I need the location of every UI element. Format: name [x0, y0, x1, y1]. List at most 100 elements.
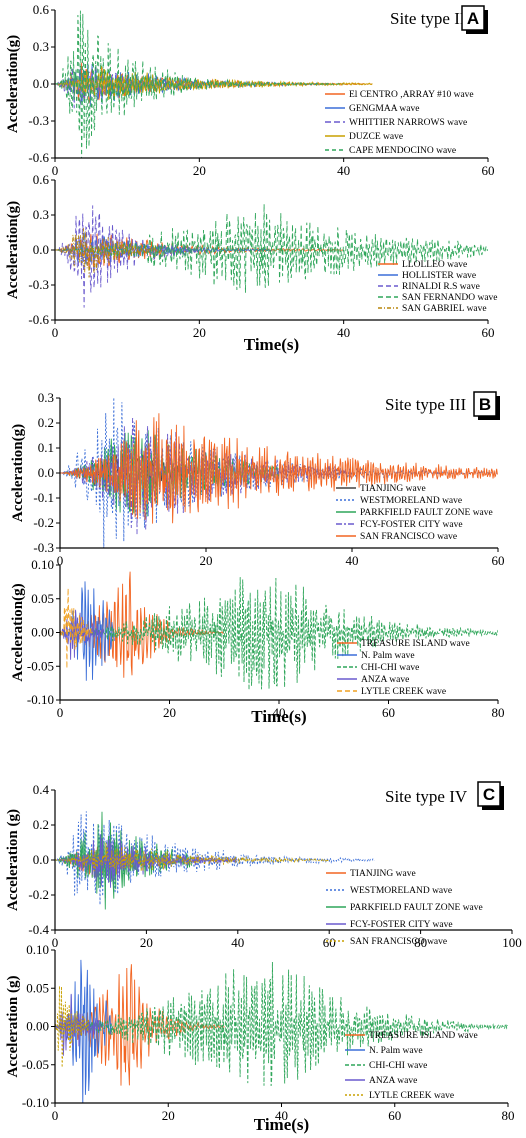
x-tick-label: 0	[52, 325, 59, 340]
legend-entry: FCY-FOSTER CITY wave	[360, 520, 463, 530]
series-group	[60, 571, 498, 690]
y-tick-label: 0.6	[33, 2, 50, 17]
y-tick-label: 0.6	[33, 172, 50, 187]
legend-entry: TIANJING wave	[350, 869, 416, 879]
series-line-5	[55, 228, 164, 278]
series-line-3	[55, 961, 508, 1087]
x-axis-label: Time(s)	[244, 335, 299, 354]
x-tick-label: 40	[231, 935, 244, 950]
panel-letter: C	[483, 785, 495, 804]
y-tick-label: -0.10	[27, 692, 54, 707]
panel-B-lower: 0 20 40 60 80 -0.10 -0.05 0.00 0.05 0.10 Accelerat…	[10, 557, 505, 726]
legend-entry: N. Palm wave	[369, 1046, 423, 1056]
legend-entry: ANZA wave	[361, 675, 409, 685]
x-tick-label: 60	[492, 553, 505, 568]
site-type-title: Site type II	[390, 9, 466, 28]
y-tick-label: 0.10	[31, 557, 54, 572]
y-tick-label: 0.0	[33, 242, 49, 257]
legend-entry: TREASURE ISLAND wave	[369, 1031, 478, 1041]
legend-entry: DUZCE wave	[349, 132, 403, 142]
x-tick-label: 80	[502, 1108, 515, 1123]
x-tick-label: 80	[492, 705, 505, 720]
panel-B: 0 20 40 60 -0.3 -0.2 -0.1 0.0 0.1 0.2 0.3 Accelerat…	[10, 390, 505, 568]
legend-entry: PARKFIELD FAULT ZONE wave	[350, 903, 483, 913]
y-tick-label: -0.6	[28, 312, 49, 327]
panel-letter: B	[479, 395, 491, 414]
legend-entry: PARKFIELD FAULT ZONE wave	[360, 508, 493, 518]
y-tick-label: 0.0	[38, 465, 54, 480]
x-tick-label: 0	[52, 1108, 59, 1123]
series-line-4	[55, 204, 488, 293]
legend-entry: RINALDI R.S wave	[402, 282, 480, 292]
site-type-title: Site type IV	[385, 787, 468, 806]
legend-entry: SAN GABRIEL wave	[402, 304, 487, 314]
y-tick-label: 0.0	[33, 76, 49, 91]
legend-entry: ANZA wave	[369, 1076, 417, 1086]
x-tick-label: 20	[193, 163, 206, 178]
legend-entry: SAN FRANCISCO wave	[360, 532, 457, 542]
y-axis-label: Acceleration(g)	[10, 424, 26, 522]
legend-entry: FCY-FOSTER CITY wave	[350, 920, 453, 930]
x-axis-label: Time(s)	[251, 707, 306, 726]
series-line-5	[60, 413, 498, 524]
legend-entry: N. Palm wave	[361, 651, 415, 661]
x-tick-label: 20	[140, 935, 153, 950]
legend-entry: CHI-CHI wave	[361, 663, 419, 673]
legend-entry: WHITTIER NARROWS wave	[349, 118, 467, 128]
legend-entry: LYTLE CREEK wave	[369, 1091, 454, 1101]
series-line-5	[55, 10, 344, 158]
y-axis-label: Acceleration (g)	[5, 809, 21, 911]
x-tick-label: 60	[382, 705, 395, 720]
series-line-3	[60, 577, 498, 690]
y-tick-label: -0.4	[28, 922, 49, 937]
panel-A-lower: 0 20 40 60 -0.6 -0.3 0.0 0.3 0.6 Acceleration(g) T…	[5, 172, 498, 354]
series-group	[55, 204, 488, 308]
legend-entry: LYTLE CREEK wave	[361, 687, 446, 697]
series-line-3	[55, 205, 200, 308]
legend-entry: SAN FRANCISCO wave	[350, 937, 447, 947]
y-axis-label: Acceleration (g)	[5, 975, 21, 1077]
y-tick-label: 0.05	[26, 980, 49, 995]
x-tick-label: 60	[388, 1108, 401, 1123]
x-tick-label: 0	[52, 935, 59, 950]
series-line-5	[60, 588, 93, 669]
y-axis-label: Acceleration(g)	[5, 201, 21, 299]
x-tick-label: 40	[273, 705, 286, 720]
legend-entry: El CENTRO ,ARRAY #10 wave	[349, 90, 474, 100]
legend-entry: TREASURE ISLAND wave	[361, 639, 470, 649]
legend-entry: CAPE MENDOCINO wave	[349, 146, 456, 156]
legend-entry: TIANJING wave	[360, 484, 426, 494]
x-tick-label: 60	[482, 163, 495, 178]
x-tick-label: 0	[57, 705, 64, 720]
x-tick-label: 60	[323, 935, 336, 950]
legend-entry: WESTMORELAND wave	[360, 496, 462, 506]
x-axis-label: Time(s)	[254, 1115, 309, 1134]
series-group	[60, 398, 498, 548]
x-tick-label: 40	[337, 325, 350, 340]
panel-letter: A	[467, 9, 479, 28]
y-tick-label: -0.05	[22, 1057, 49, 1072]
y-tick-label: 0.4	[33, 782, 50, 797]
y-tick-label: 0.2	[33, 817, 49, 832]
x-tick-label: 0	[52, 163, 59, 178]
panel-C-lower: 0 20 40 60 80 -0.10 -0.05 0.00 0.05 0.10 Accelerat…	[5, 942, 515, 1134]
x-tick-label: 20	[163, 705, 176, 720]
y-tick-label: -0.2	[28, 887, 49, 902]
y-tick-label: -0.3	[28, 277, 49, 292]
legend-entry: HOLLISTER wave	[402, 271, 476, 281]
legend-entry: LLOLLEO wave	[402, 260, 467, 270]
y-axis-label: Acceleration(g)	[10, 583, 26, 681]
x-tick-label: 40	[275, 1108, 288, 1123]
y-tick-label: -0.05	[27, 658, 54, 673]
series-group	[55, 10, 373, 158]
series-group	[55, 959, 508, 1103]
legend-entry: WESTMORELAND wave	[350, 886, 452, 896]
x-tick-label: 0	[57, 553, 64, 568]
y-tick-label: 0.1	[38, 440, 54, 455]
legend-entry: CHI-CHI wave	[369, 1061, 427, 1071]
y-tick-label: 0.05	[31, 591, 54, 606]
y-tick-label: -0.6	[28, 150, 49, 165]
panel-badge	[473, 391, 497, 417]
legend-entry: GENGMAA wave	[349, 104, 419, 114]
